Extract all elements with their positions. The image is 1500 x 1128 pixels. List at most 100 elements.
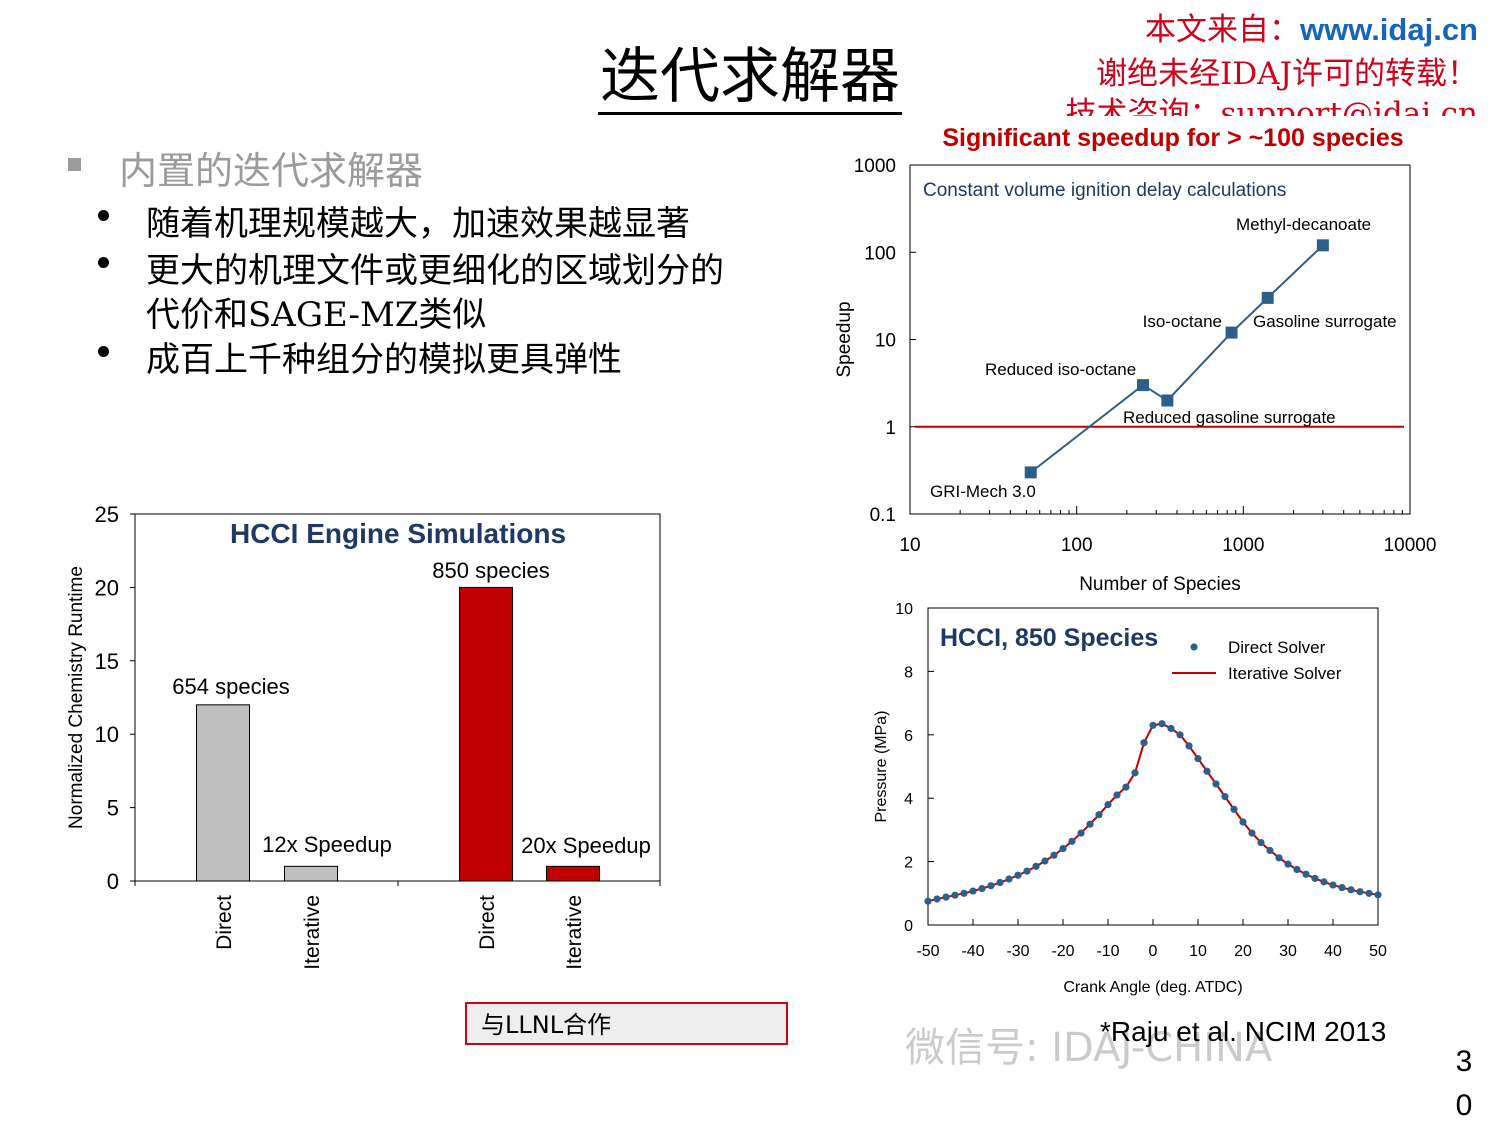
legend-label-direct: Direct Solver xyxy=(1228,638,1326,657)
direct-solver-point xyxy=(1347,886,1355,894)
bar-y-tick-label: 20 xyxy=(95,575,119,600)
pressure-y-tick-label: 0 xyxy=(904,918,913,935)
pressure-y-axis-label: Pressure (MPa) xyxy=(873,710,890,822)
speedup-y-tick-label: 1000 xyxy=(854,156,896,177)
direct-solver-point xyxy=(1194,754,1202,763)
speedup-data-point xyxy=(1225,326,1238,339)
bar-y-tick-label: 10 xyxy=(95,722,119,747)
direct-solver-point xyxy=(924,897,932,905)
speedup-x-tick-label: 100 xyxy=(1061,535,1093,556)
speedup-y-tick-label: 10 xyxy=(875,331,896,352)
pressure-x-tick-label: -40 xyxy=(961,943,984,960)
speedup-point-label: Gasoline surrogate xyxy=(1253,312,1397,331)
direct-solver-point xyxy=(1203,767,1211,775)
wechat-watermark: 微信号: IDAJ-CHINA xyxy=(905,1025,1273,1071)
bar xyxy=(459,586,513,882)
bar-category-label: Direct xyxy=(213,895,236,950)
direct-solver-point xyxy=(1095,811,1103,819)
speedup-y-axis-label: Speedup xyxy=(834,301,855,377)
direct-solver-point xyxy=(1311,874,1319,883)
direct-solver-point xyxy=(1257,838,1265,847)
direct-solver-point xyxy=(1374,891,1382,899)
speedup-x-tick-label: 10 xyxy=(899,535,920,556)
direct-solver-point xyxy=(969,887,977,895)
direct-solver-point xyxy=(1104,800,1112,809)
speedup-x-tick-label: 1000 xyxy=(1222,535,1264,556)
direct-solver-point xyxy=(1041,857,1049,865)
bullet-dot-icon xyxy=(98,257,109,268)
bar xyxy=(284,865,338,882)
direct-solver-point xyxy=(1329,881,1337,889)
direct-solver-point xyxy=(1032,862,1040,870)
speedup-data-point xyxy=(1161,394,1174,407)
slide-title: 迭代求解器 xyxy=(0,28,1500,115)
pressure-x-tick-label: 10 xyxy=(1189,943,1207,960)
speedup-data-point xyxy=(1261,291,1274,304)
direct-solver-point xyxy=(942,893,950,901)
bullet-dot-icon xyxy=(98,346,109,357)
direct-solver-point xyxy=(1131,769,1139,777)
direct-solver-point xyxy=(1059,845,1067,853)
speedup-chart-title: Significant speedup for > ~100 species xyxy=(942,124,1403,152)
pressure-y-tick-label: 4 xyxy=(904,791,913,808)
direct-solver-point xyxy=(1023,867,1031,875)
direct-solver-point xyxy=(1248,829,1256,837)
direct-solver-point xyxy=(987,882,995,890)
pressure-y-tick-label: 6 xyxy=(904,728,913,745)
bar-y-axis-label: Normalized Chemistry Runtime xyxy=(66,566,87,829)
direct-solver-point xyxy=(933,895,941,903)
direct-solver-point xyxy=(951,891,959,899)
speedup-point-label: GRI-Mech 3.0 xyxy=(930,482,1036,501)
pressure-y-tick-label: 8 xyxy=(904,664,913,681)
direct-solver-point xyxy=(960,889,968,897)
direct-solver-point xyxy=(1077,829,1085,837)
direct-solver-point xyxy=(1185,742,1193,750)
direct-solver-point xyxy=(978,884,986,893)
pressure-x-tick-label: -50 xyxy=(916,943,939,960)
direct-solver-point xyxy=(1014,871,1022,879)
pressure-x-tick-label: 50 xyxy=(1369,943,1387,960)
direct-solver-point xyxy=(1284,860,1292,868)
direct-solver-point xyxy=(1167,724,1175,733)
speedup-point-label: Reduced iso-octane xyxy=(985,360,1136,379)
speedup-y-tick-label: 1 xyxy=(885,418,896,439)
speedup-y-tick-label: 100 xyxy=(864,243,896,264)
direct-solver-point xyxy=(1320,878,1328,886)
direct-solver-point xyxy=(996,878,1004,887)
direct-solver-point xyxy=(1005,875,1013,883)
pressure-chart-title: HCCI, 850 Species xyxy=(940,624,1158,652)
direct-solver-point xyxy=(1275,854,1283,862)
bar-category-label: Iterative xyxy=(301,895,324,970)
speedup-x-tick-label: 10000 xyxy=(1384,535,1437,556)
bar-y-tick-label: 15 xyxy=(95,649,119,674)
direct-solver-point xyxy=(1149,721,1157,729)
bar-y-tick-label: 0 xyxy=(107,869,119,894)
speedup-point-label: Methyl-decanoate xyxy=(1236,215,1371,234)
direct-solver-point xyxy=(1158,720,1166,728)
direct-solver-point xyxy=(1050,851,1058,859)
iterative-solver-line xyxy=(927,722,1379,903)
speedup-point-label: Reduced gasoline surrogate xyxy=(1123,408,1336,427)
speedup-point-label: Iso-octane xyxy=(1143,312,1222,331)
pressure-x-tick-label: 30 xyxy=(1279,943,1297,960)
reference-citation: *Raju et al. NCIM 2013 xyxy=(1100,1016,1387,1047)
watermark-line2: 谢绝未经IDAJ许可的转载！ xyxy=(1096,56,1478,92)
speedup-chart-subtitle: Constant volume ignition delay calculati… xyxy=(923,180,1286,201)
direct-solver-point xyxy=(1086,820,1094,828)
watermark-line1: 本文来自：www.idaj.cn xyxy=(1145,12,1478,48)
bullet-dot-icon xyxy=(98,210,109,221)
pressure-y-tick-label: 2 xyxy=(904,855,913,872)
pressure-x-axis-label: Crank Angle (deg. ATDC) xyxy=(1063,979,1242,996)
pressure-x-tick-label: 40 xyxy=(1324,943,1342,960)
direct-solver-point xyxy=(1239,818,1247,826)
direct-solver-point xyxy=(1068,837,1076,845)
legend-marker-direct xyxy=(1190,643,1198,651)
bar-annotation: 850 species xyxy=(432,558,549,583)
direct-solver-point xyxy=(1302,870,1310,878)
pressure-x-tick-label: 0 xyxy=(1149,943,1158,960)
bar-annotation: 654 species xyxy=(172,674,289,699)
bullet-heading: 内置的迭代求解器 xyxy=(68,140,423,195)
speedup-data-point xyxy=(1316,239,1329,252)
bar xyxy=(196,704,250,882)
